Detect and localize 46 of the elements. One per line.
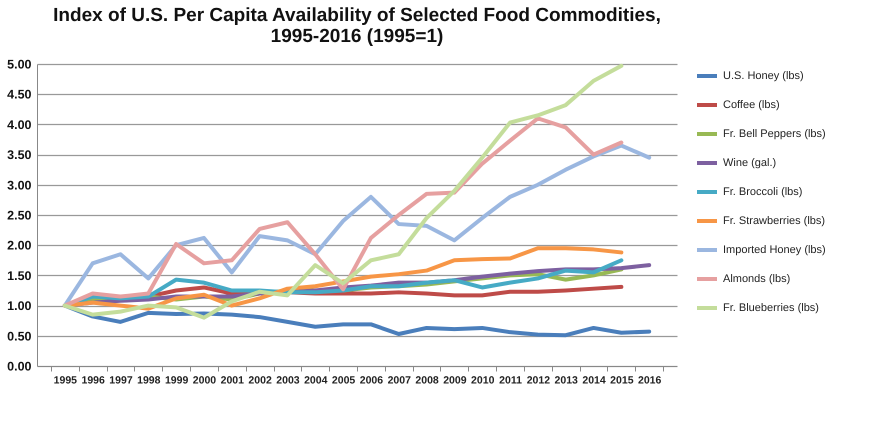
x-tick-label: 2000 (192, 374, 216, 386)
y-tick-label: 0.00 (7, 360, 32, 374)
x-tick-label: 2012 (526, 374, 550, 386)
chart-title: Index of U.S. Per Capita Availability of Selected Food Commodities, 1995-2016 (1995=1) (53, 5, 661, 47)
x-tick-label: 1998 (137, 374, 161, 386)
x-tick-label: 2008 (415, 374, 439, 386)
y-tick-label: 1.50 (7, 268, 32, 283)
y-tick-label: 1.00 (7, 299, 32, 314)
x-tick-label: 2010 (471, 374, 495, 386)
legend-label: Almonds (lbs) (723, 273, 790, 285)
y-tick-label: 4.50 (7, 88, 32, 102)
y-tick-label: 4.00 (7, 118, 32, 132)
legend-label: Fr. Blueberries (lbs) (723, 302, 819, 314)
x-tick-label: 2009 (443, 374, 467, 386)
y-tick-label: 0.50 (7, 329, 32, 344)
legend-label: Wine (gal.) (723, 157, 776, 169)
x-tick-label: 2003 (276, 374, 300, 386)
x-tick-label: 2002 (248, 374, 272, 386)
line-series (62, 116, 624, 308)
line-series (62, 144, 652, 308)
legend-label: Fr. Strawberries (lbs) (723, 215, 826, 227)
x-tick-label: 1999 (164, 374, 188, 386)
x-tick-label: 2011 (499, 374, 522, 386)
line-series (62, 64, 624, 320)
x-tick-label: 2015 (610, 374, 634, 386)
legend-label: Fr. Bell Peppers (lbs) (723, 128, 826, 140)
legend-label: Coffee (lbs) (723, 99, 780, 111)
x-tick-label: 2006 (360, 374, 384, 386)
x-tick-label: 2013 (554, 374, 578, 386)
x-tick-label: 2007 (388, 374, 412, 386)
legend-label: Fr. Broccoli (lbs) (723, 186, 802, 198)
y-tick-label: 2.00 (7, 238, 32, 253)
x-tick-label: 1997 (109, 374, 133, 386)
legend-label: Imported Honey (lbs) (723, 244, 826, 256)
x-tick-label: 1996 (81, 374, 105, 386)
x-tick-label: 2014 (582, 374, 606, 386)
y-tick-label: 3.50 (7, 148, 32, 162)
x-tick-label: 2001 (220, 374, 244, 386)
y-tick-label: 5.00 (7, 58, 32, 72)
y-tick-label: 2.50 (7, 208, 32, 222)
y-tick-label: 3.00 (7, 178, 32, 192)
legend-label: U.S. Honey (lbs) (723, 70, 804, 82)
x-tick-label: 2005 (332, 374, 356, 386)
x-tick-label: 2004 (304, 374, 328, 386)
x-tick-label: 1995 (54, 374, 78, 386)
x-tick-label: 2016 (638, 374, 662, 386)
